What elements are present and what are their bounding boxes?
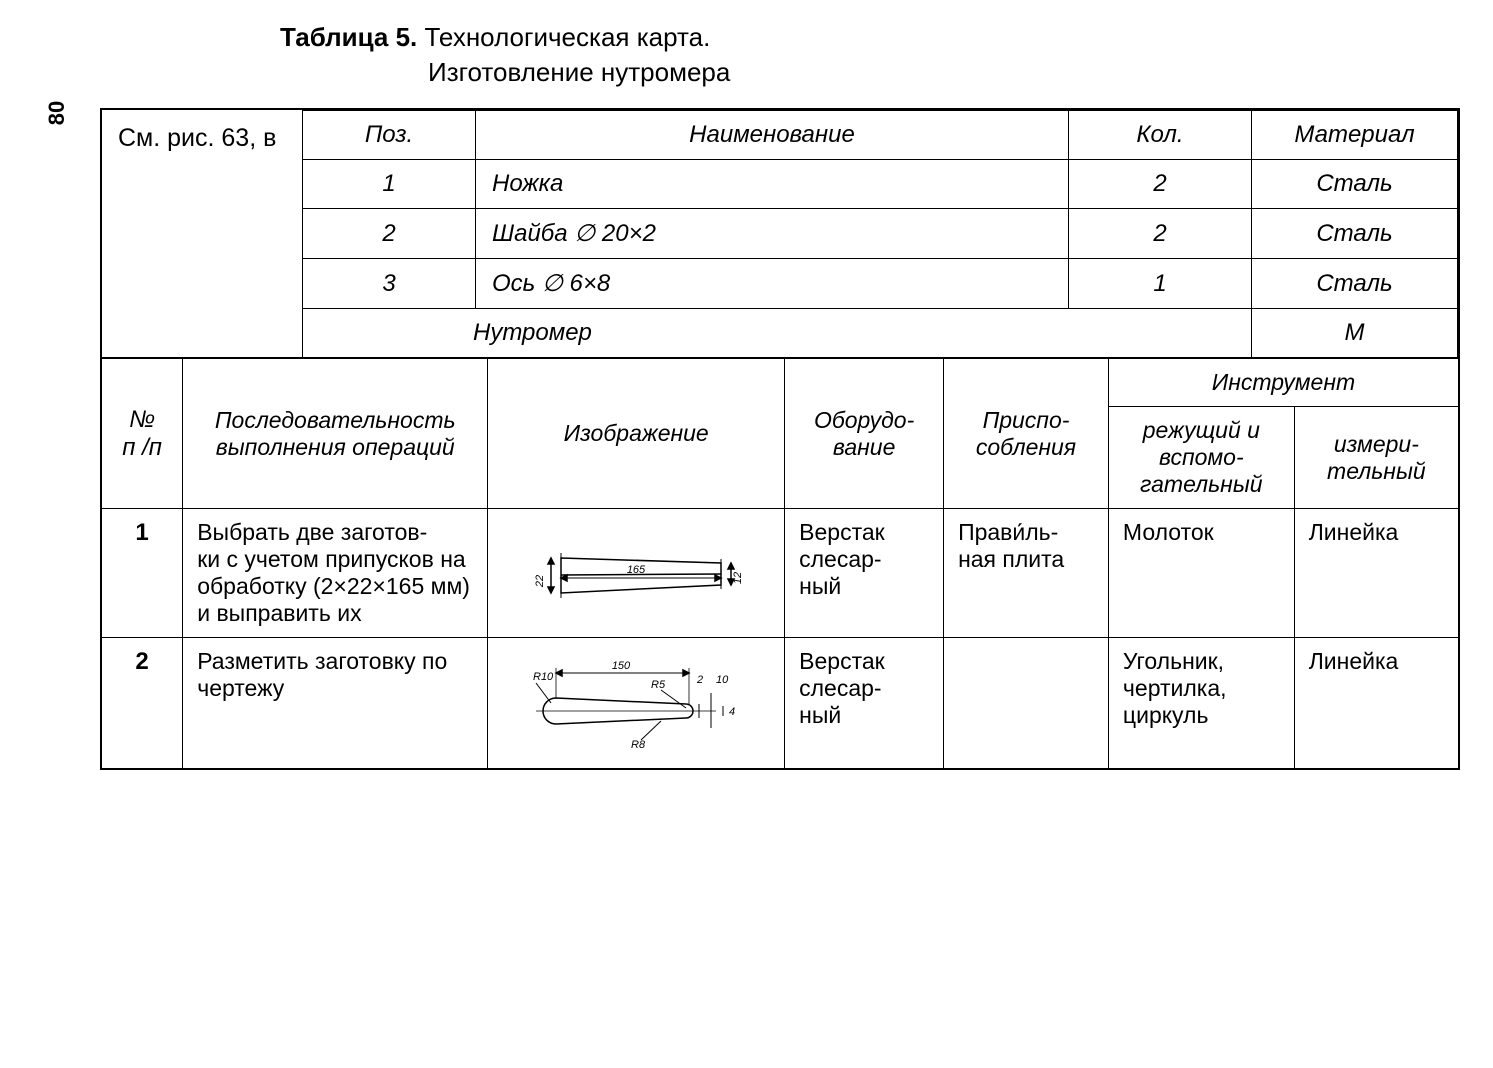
blank-diagram-1: 165 22 12 [521, 523, 751, 623]
caption-main: Технологическая карта. [417, 22, 710, 52]
col-qty: Кол. [1069, 111, 1252, 160]
op-cutting: Молоток [1108, 509, 1294, 638]
dim-r10: R10 [533, 671, 554, 683]
qty-cell: 1 [1069, 259, 1252, 309]
op-image: 165 22 12 [488, 509, 785, 638]
op-fixture [944, 638, 1109, 769]
parts-row: 2 Шайба ∅ 20×2 2 Сталь [303, 209, 1458, 259]
col-equipment: Оборудо- вание [785, 359, 944, 509]
col-cutting: режущий и вспомо- гательный [1108, 407, 1294, 509]
op-equipment-text: Верстак слесар- ный [799, 519, 885, 599]
col-material: Материал [1252, 111, 1458, 160]
name-cell: Ось ∅ 6×8 [476, 259, 1069, 309]
pos-cell: 3 [303, 259, 476, 309]
qty-cell: 2 [1069, 160, 1252, 209]
table-caption: Таблица 5. Технологическая карта. Изгото… [280, 20, 1453, 90]
op-cutting: Угольник, чертилка, циркуль [1108, 638, 1294, 769]
figure-reference-text: См. рис. 63, в [118, 124, 276, 152]
pos-cell: 2 [303, 209, 476, 259]
parts-section: См. рис. 63, в Поз. Наименование Кол. Ма… [102, 110, 1458, 359]
caption-sub: Изготовление нутромера [428, 57, 730, 87]
col-instrument: Инструмент [1108, 359, 1458, 407]
page-number: 80 [44, 101, 70, 125]
col-name: Наименование [476, 111, 1069, 160]
dim-w: 2 [696, 674, 703, 686]
op-fixture: Прави́ль- ная плита [944, 509, 1109, 638]
col-cutting-label: режущий и вспомо- гательный [1140, 417, 1263, 497]
parts-row: 3 Ось ∅ 6×8 1 Сталь [303, 259, 1458, 309]
dim-gap: 4 [729, 706, 735, 718]
material-cell: Сталь [1252, 160, 1458, 209]
dim-length: 150 [612, 660, 631, 672]
name-cell: Ножка [476, 160, 1069, 209]
operations-table: № п /п Последовательность выполнения опе… [102, 359, 1458, 768]
figure-reference: См. рис. 63, в [102, 110, 302, 357]
op-sequence: Разметить заготовку по чертежу [183, 638, 488, 769]
dim-h: 10 [716, 674, 729, 686]
dim-r8: R8 [631, 739, 646, 751]
assembly-scale: М [1252, 309, 1458, 358]
assembly-name: Нутромер [303, 309, 1252, 358]
op-sequence-text: Выбрать две заготов- ки с учетом припуск… [197, 519, 470, 626]
op-measuring: Линейка [1294, 638, 1458, 769]
op-sequence: Выбрать две заготов- ки с учетом припуск… [183, 509, 488, 638]
dim-length: 165 [627, 564, 646, 576]
dim-h-left: 22 [534, 575, 546, 588]
op-equipment-text: Верстак слесар- ный [799, 648, 885, 728]
op-num: 2 [102, 638, 183, 769]
op-equipment: Верстак слесар- ный [785, 509, 944, 638]
dim-r5: R5 [651, 679, 666, 691]
col-measuring: измери- тельный [1294, 407, 1458, 509]
col-equipment-label: Оборудо- вание [814, 407, 914, 460]
col-fixture: Приспо- собления [944, 359, 1109, 509]
parts-row: 1 Ножка 2 Сталь [303, 160, 1458, 209]
parts-header-row: Поз. Наименование Кол. Материал [303, 111, 1458, 160]
operation-row: 1 Выбрать две заготов- ки с учетом припу… [102, 509, 1458, 638]
caption-prefix: Таблица 5. [280, 22, 417, 52]
tech-card-frame: См. рис. 63, в Поз. Наименование Кол. Ма… [100, 108, 1460, 770]
op-sequence-text: Разметить заготовку по чертежу [197, 648, 447, 701]
col-pos: Поз. [303, 111, 476, 160]
op-num: 1 [102, 509, 183, 638]
ops-header-row-1: № п /п Последовательность выполнения опе… [102, 359, 1458, 407]
col-num-label: № п /п [122, 406, 162, 461]
qty-cell: 2 [1069, 209, 1252, 259]
col-image: Изображение [488, 359, 785, 509]
operation-row: 2 Разметить заготовку по чертежу [102, 638, 1458, 769]
col-measuring-label: измери- тельный [1327, 431, 1426, 484]
col-fixture-label: Приспо- собления [976, 407, 1076, 460]
op-fixture-text: Прави́ль- ная плита [958, 519, 1064, 572]
col-sequence: Последовательность выполнения операций [183, 359, 488, 509]
material-cell: Сталь [1252, 259, 1458, 309]
parts-table: Поз. Наименование Кол. Материал 1 Ножка … [302, 110, 1458, 357]
dim-h-right: 12 [732, 572, 744, 584]
pos-cell: 1 [303, 160, 476, 209]
material-cell: Сталь [1252, 209, 1458, 259]
name-cell: Шайба ∅ 20×2 [476, 209, 1069, 259]
assembly-row: Нутромер М [303, 309, 1458, 358]
col-num: № п /п [102, 359, 183, 509]
op-image: 150 R10 R5 R8 2 10 4 [488, 638, 785, 769]
op-measuring: Линейка [1294, 509, 1458, 638]
op-equipment: Верстак слесар- ный [785, 638, 944, 769]
blank-diagram-2: 150 R10 R5 R8 2 10 4 [511, 648, 761, 758]
